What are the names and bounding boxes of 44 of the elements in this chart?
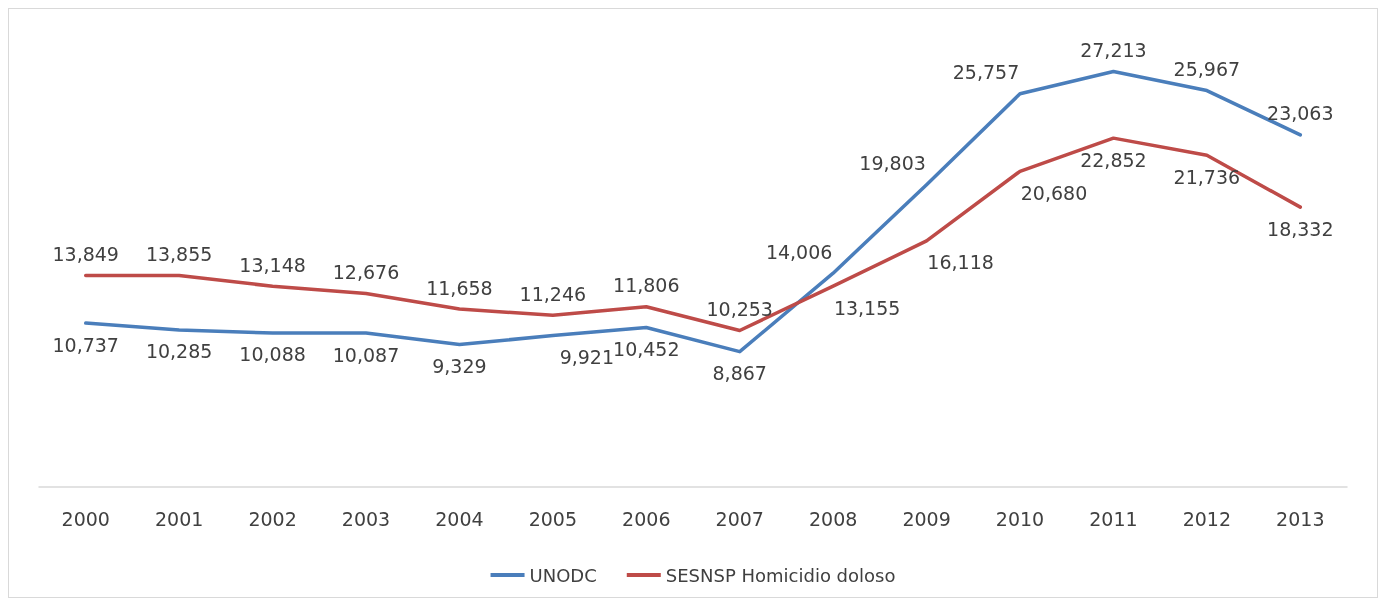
x-tick-label: 2013 xyxy=(1276,507,1325,530)
data-label: 10,737 xyxy=(52,333,119,356)
x-tick-label: 2012 xyxy=(1182,507,1232,530)
data-label: 10,253 xyxy=(706,297,773,320)
x-tick-label: 2005 xyxy=(528,507,578,530)
data-label: 8,867 xyxy=(712,362,767,385)
data-label: 20,680 xyxy=(1020,181,1088,204)
data-label: 10,452 xyxy=(613,337,680,360)
x-tick-label: 2003 xyxy=(341,507,391,530)
data-label: 25,967 xyxy=(1173,58,1241,81)
x-tick-label: 2004 xyxy=(435,507,484,530)
x-tick-label: 2002 xyxy=(248,507,297,530)
data-label: 13,148 xyxy=(239,253,306,276)
x-tick-label: 2009 xyxy=(902,507,951,530)
data-label: 13,155 xyxy=(833,296,901,319)
x-tick-label: 2011 xyxy=(1089,507,1138,530)
data-label: 25,757 xyxy=(952,61,1020,84)
x-tick-label: 2000 xyxy=(61,507,110,530)
x-tick-label: 2006 xyxy=(622,507,671,530)
data-label: 9,921 xyxy=(559,346,615,369)
data-label: 11,246 xyxy=(519,282,587,305)
data-label: 9,329 xyxy=(432,355,487,378)
data-label: 12,676 xyxy=(332,260,400,283)
data-label: 18,332 xyxy=(1267,217,1334,240)
x-tick-label: 2010 xyxy=(995,507,1045,530)
data-label: 13,855 xyxy=(145,242,213,265)
data-label: 11,658 xyxy=(426,276,493,299)
data-label: 16,118 xyxy=(927,251,994,274)
data-label: 14,006 xyxy=(765,240,833,263)
data-label: 13,849 xyxy=(52,243,119,266)
x-tick-label: 2007 xyxy=(715,507,764,530)
data-label: 19,803 xyxy=(859,152,926,175)
data-label: 22,852 xyxy=(1080,148,1147,171)
legend-label: UNODC xyxy=(529,564,597,586)
data-label: 11,806 xyxy=(613,274,680,297)
legend-label: SESNSP Homicidio doloso xyxy=(665,564,896,586)
data-label: 10,087 xyxy=(332,343,400,366)
x-tick-label: 2001 xyxy=(154,507,204,530)
x-tick-label: 2008 xyxy=(808,507,858,530)
data-label: 23,063 xyxy=(1267,102,1334,125)
data-label: 21,736 xyxy=(1173,165,1241,188)
data-label: 27,213 xyxy=(1080,39,1147,62)
data-label: 10,088 xyxy=(239,343,306,366)
data-label: 10,285 xyxy=(145,340,213,363)
